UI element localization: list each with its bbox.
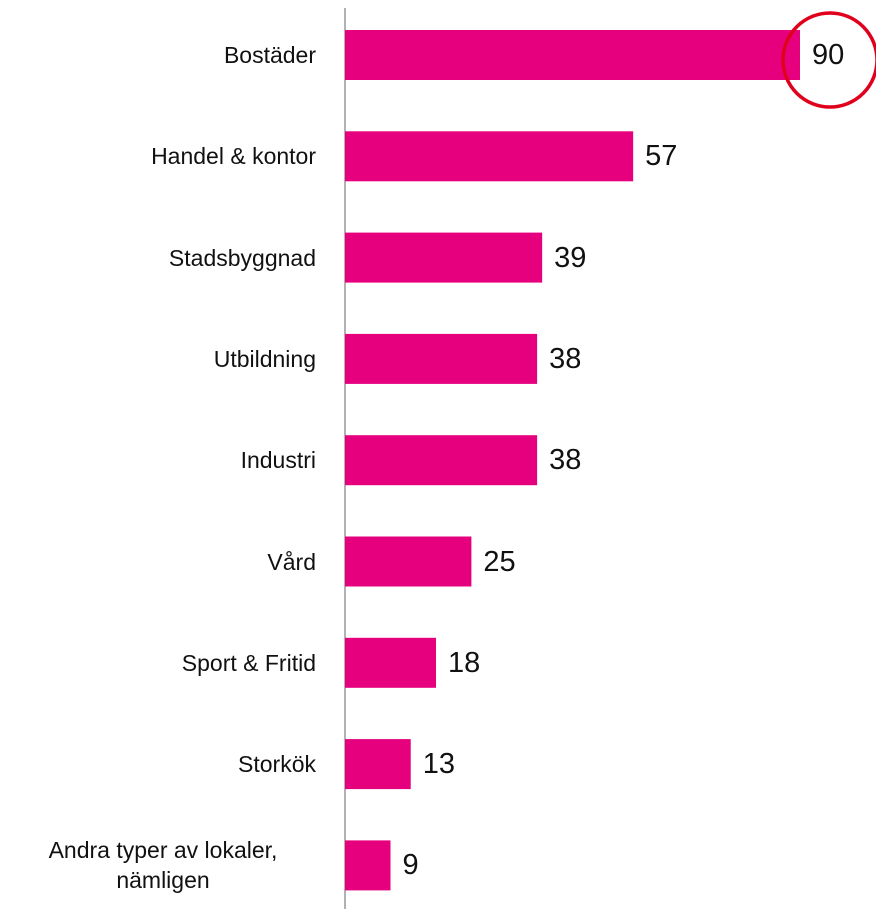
category-label: Bostäder (10, 40, 316, 70)
bar (345, 232, 543, 283)
value-label: 13 (422, 748, 455, 781)
bar (345, 840, 391, 891)
value-label: 90 (812, 39, 845, 71)
category-label: Storkök (10, 749, 316, 779)
category-text: Vård (267, 548, 316, 575)
value-label: 25 (483, 545, 516, 578)
category-label: Sport & Fritid (10, 648, 316, 678)
category-text: Handel & kontor (151, 143, 316, 170)
category-label: Vård (10, 547, 316, 577)
bar (345, 536, 472, 587)
bar (345, 739, 411, 790)
category-text: Industri (240, 447, 316, 474)
value-label: 9 (402, 849, 419, 882)
bar (345, 435, 538, 486)
category-label: Stadsbyggnad (10, 243, 316, 273)
bar (345, 131, 634, 182)
value-label: 18 (448, 646, 481, 679)
highlight-circle (781, 11, 876, 109)
bar (345, 333, 538, 384)
category-label: Industri (10, 445, 316, 475)
value-label: 57 (645, 140, 678, 173)
value-label: 38 (549, 342, 582, 375)
category-label: Andra typer av lokaler, nämligen (10, 835, 316, 895)
bar (345, 30, 800, 80)
value-label: 38 (549, 444, 582, 477)
category-label: Utbildning (10, 344, 316, 374)
category-text: Utbildning (213, 345, 316, 372)
value-label: 39 (554, 241, 587, 274)
category-label: Handel & kontor (10, 141, 316, 171)
category-text: Bostäder (223, 42, 316, 68)
category-text: Sport & Fritid (181, 649, 316, 676)
category-text: Andra typer av lokaler, nämligen (48, 837, 278, 894)
bar (345, 637, 436, 688)
category-text: Stadsbyggnad (168, 244, 316, 271)
category-text: Storkök (238, 751, 316, 778)
